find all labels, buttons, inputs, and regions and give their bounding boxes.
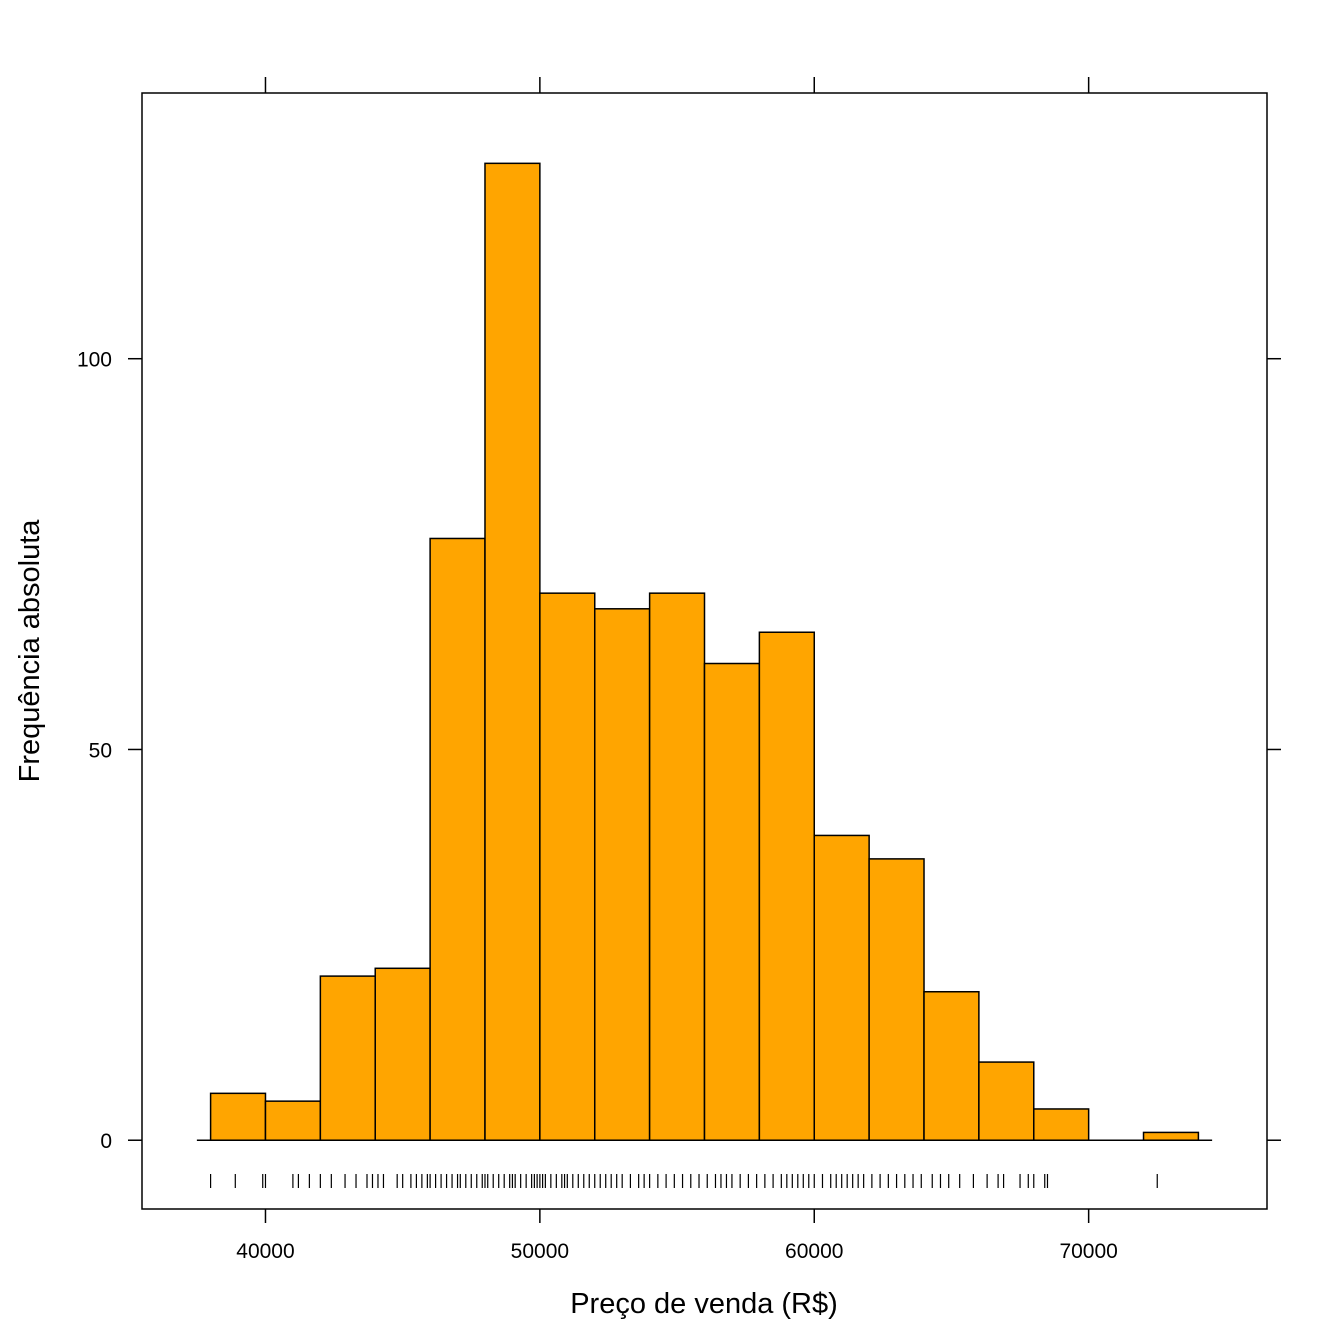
x-axis-bottom: 40000 50000 60000 70000 — [236, 1209, 1118, 1263]
histogram-bar — [209, 1092, 267, 1141]
y-axis-left: 0 50 100 — [77, 349, 142, 1153]
histogram-bar — [264, 1100, 322, 1141]
histogram-bar — [648, 592, 706, 1141]
x-axis-top — [264, 77, 1090, 93]
histogram-bar — [374, 967, 431, 1141]
histogram-bar — [319, 975, 376, 1141]
x-tick-label: 60000 — [785, 1240, 843, 1263]
y-axis-title: Frequência absoluta — [14, 519, 46, 783]
histogram-bar — [1142, 1131, 1200, 1141]
rug-marks — [209, 1174, 1158, 1188]
histogram-bar — [539, 592, 596, 1141]
x-tick-label: 70000 — [1059, 1240, 1117, 1263]
histogram-bar — [758, 631, 816, 1141]
histogram-bar — [978, 1061, 1035, 1141]
histogram-bars — [209, 162, 1200, 1141]
x-axis-title: Preço de venda (R$) — [570, 1288, 838, 1320]
histogram-bar — [868, 858, 925, 1141]
histogram-bar — [813, 834, 870, 1141]
x-tick-label: 50000 — [511, 1240, 569, 1263]
histogram-bar — [703, 662, 761, 1141]
y-axis-right — [1267, 357, 1281, 1141]
histogram-bar — [1033, 1108, 1090, 1141]
y-tick-label: 100 — [77, 349, 112, 372]
y-tick-label: 50 — [89, 739, 112, 762]
x-tick-label: 40000 — [236, 1240, 294, 1263]
histogram-bar — [484, 162, 541, 1141]
histogram-bar — [593, 608, 651, 1141]
y-tick-label: 0 — [100, 1130, 112, 1153]
histogram-bar — [923, 990, 980, 1141]
plot-frame — [141, 92, 1268, 1210]
histogram-bar — [429, 537, 486, 1141]
